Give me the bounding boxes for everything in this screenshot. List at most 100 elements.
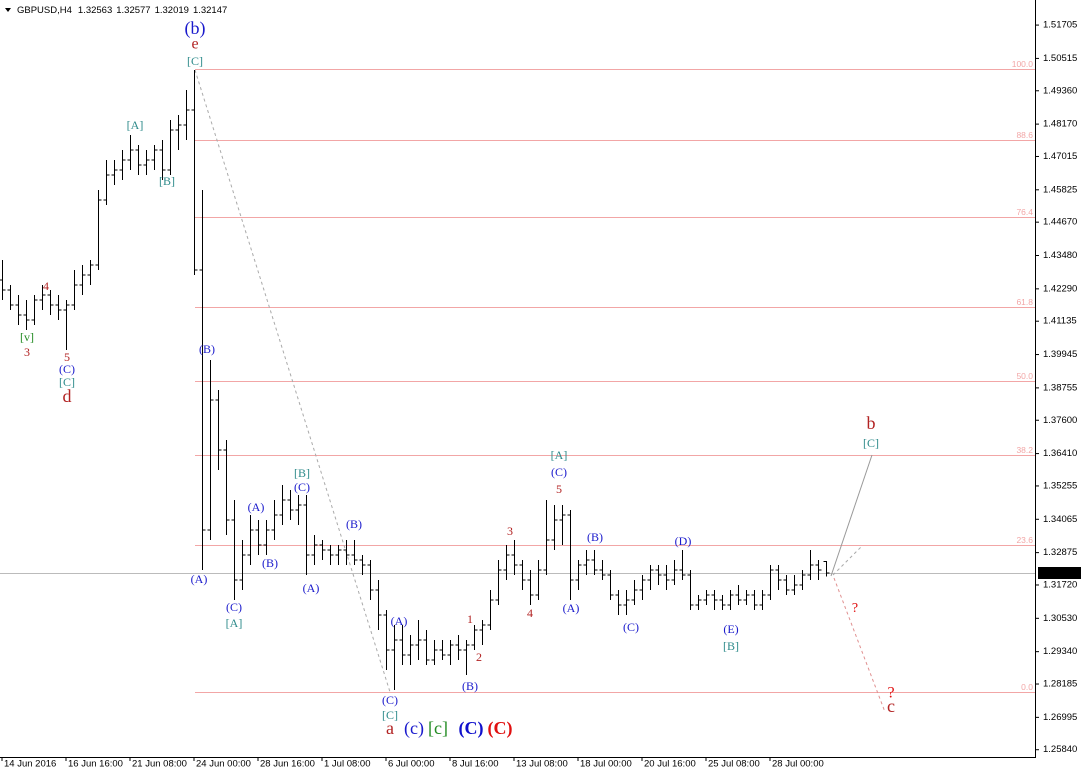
wave-label: ? — [887, 685, 894, 702]
y-tick-label: 1.32875 — [1043, 547, 1077, 558]
y-tick-label: 1.25840 — [1043, 744, 1077, 755]
wave-label: (C) — [623, 620, 639, 634]
header: GBPUSD,H4 1.32563 1.32577 1.32019 1.32147 — [17, 5, 227, 16]
wave-label: 4 — [527, 606, 533, 620]
price-box — [1038, 567, 1081, 579]
wave-label: (C) — [488, 718, 513, 739]
wave-label: ? — [852, 601, 858, 616]
wave-label: [v] — [20, 330, 34, 344]
wave-label: 3 — [24, 345, 30, 359]
wave-label: (A) — [563, 601, 580, 615]
y-tick-label: 1.44670 — [1043, 217, 1077, 228]
fib-label: 76.4 — [1016, 207, 1033, 217]
fib-label: 61.8 — [1016, 297, 1033, 307]
wave-label: (A) — [191, 572, 208, 586]
header-value: 1.32563 — [78, 5, 112, 16]
x-tick-label: 21 Jun 08:00 — [132, 759, 187, 770]
wave-label: [B] — [294, 466, 310, 480]
wave-label: e — [191, 36, 198, 53]
y-tick-label: 1.43480 — [1043, 250, 1077, 261]
fib-label: 100.0 — [1012, 59, 1034, 69]
menu-arrow[interactable] — [5, 8, 11, 12]
wave-label: (B) — [587, 530, 603, 544]
y-tick-label: 1.34065 — [1043, 514, 1077, 525]
x-tick-label: 28 Jul 00:00 — [772, 759, 824, 770]
price-box-label: 1.32147 — [1041, 568, 1075, 579]
fib-label: 23.6 — [1016, 535, 1033, 545]
y-tick-label: 1.30530 — [1043, 613, 1077, 624]
wave-label: c — [887, 696, 895, 716]
y-tick-label: 1.45825 — [1043, 184, 1077, 195]
wave-label: 4 — [43, 279, 49, 293]
wave-label: [A] — [551, 448, 568, 462]
x-tick-label: 24 Jun 00:00 — [196, 759, 251, 770]
y-tick-label: 1.49360 — [1043, 85, 1077, 96]
header-value: 1.32019 — [155, 5, 189, 16]
wave-label: d — [63, 386, 72, 406]
y-tick-label: 1.47015 — [1043, 151, 1077, 162]
x-tick-label: 20 Jul 16:00 — [644, 759, 696, 770]
x-tick-label: 13 Jul 08:00 — [516, 759, 568, 770]
wave-label: 5 — [64, 350, 70, 364]
y-tick-label: 1.35255 — [1043, 480, 1077, 491]
x-tick-label: 8 Jul 16:00 — [452, 759, 498, 770]
x-tick-label: 28 Jun 16:00 — [260, 759, 315, 770]
projection-line — [832, 545, 863, 576]
wave-label: [B] — [723, 639, 739, 653]
wave-label: [A] — [127, 118, 144, 132]
wave-label: (A) — [303, 581, 320, 595]
x-tick-label: 25 Jul 08:00 — [708, 759, 760, 770]
y-tick-label: 1.31720 — [1043, 579, 1077, 590]
y-tick-label: 1.39945 — [1043, 349, 1077, 360]
wave-label: (C) — [459, 718, 484, 739]
wave-label: a — [386, 718, 394, 738]
y-tick-label: 1.51705 — [1043, 20, 1077, 31]
y-tick-label: 1.28185 — [1043, 679, 1077, 690]
fib-label: 88.6 — [1016, 130, 1033, 140]
y-tick-label: 1.42290 — [1043, 283, 1077, 294]
wave-label: (B) — [462, 679, 478, 693]
wave-label: 3 — [507, 524, 513, 538]
wave-label: [B] — [159, 174, 175, 188]
y-tick-label: 1.26995 — [1043, 712, 1077, 723]
wave-label: (C) — [226, 600, 242, 614]
x-tick-label: 1 Jul 08:00 — [324, 759, 370, 770]
wave-label: (D) — [675, 534, 692, 548]
wave-label: [c] — [428, 718, 448, 738]
y-tick-label: 1.37600 — [1043, 415, 1077, 426]
wave-label: (B) — [199, 342, 215, 356]
y-tick-label: 1.36410 — [1043, 448, 1077, 459]
wave-label: 1 — [467, 612, 473, 626]
wave-label: (E) — [723, 622, 738, 636]
header-value: 1.32147 — [193, 5, 227, 16]
bars — [0, 70, 830, 691]
projection-line — [830, 454, 873, 577]
y-tick-label: 1.48170 — [1043, 119, 1077, 130]
symbol: GBPUSD,H4 — [17, 5, 72, 16]
x-tick-label: 6 Jul 00:00 — [388, 759, 434, 770]
wave-label: 2 — [476, 650, 482, 664]
wave-label: [C] — [59, 375, 75, 389]
wave-label: b — [867, 413, 876, 433]
fib-label: 38.2 — [1016, 445, 1033, 455]
wave-label: (c) — [404, 718, 424, 739]
wave-label: 5 — [556, 482, 562, 496]
x-tick-label: 16 Jun 16:00 — [68, 759, 123, 770]
wave-label: (C) — [294, 480, 310, 494]
wave-label: (A) — [248, 500, 265, 514]
wave-label: (B) — [262, 556, 278, 570]
y-tick-label: 1.38755 — [1043, 382, 1077, 393]
x-tick-label: 14 Jun 2016 — [4, 759, 56, 770]
y-tick-label: 1.29340 — [1043, 646, 1077, 657]
x-tick-label: 18 Jul 00:00 — [580, 759, 632, 770]
fib-label: 0.0 — [1021, 682, 1033, 692]
wave-label: (C) — [551, 465, 567, 479]
wave-label: [A] — [226, 616, 243, 630]
y-tick-label: 1.41135 — [1043, 316, 1077, 327]
wave-label: (B) — [346, 517, 362, 531]
trend-line — [194, 69, 391, 693]
wave-label: (C) — [382, 693, 398, 707]
wave-label: [C] — [863, 436, 879, 450]
y-tick-label: 1.50515 — [1043, 53, 1077, 64]
